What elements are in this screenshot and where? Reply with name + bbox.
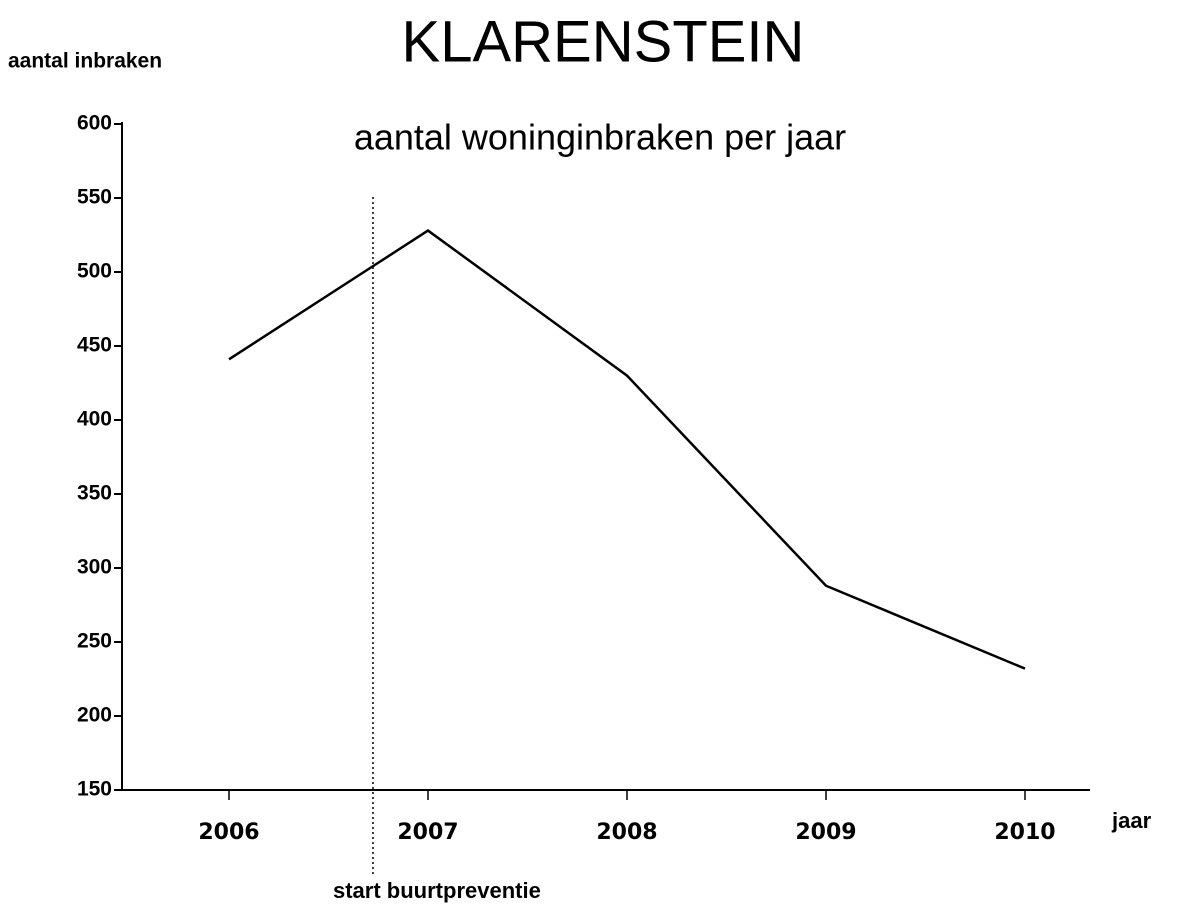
x-tick-label: 2010 [994,820,1055,845]
y-tick-label: 150 [77,778,112,801]
x-tick-label: 2009 [795,820,856,845]
x-tick-label: 2007 [397,820,458,845]
x-tick-label: 2008 [596,820,657,845]
annotation-label: start buurtpreventie [333,878,541,903]
y-axis-label: aantal inbraken [8,50,162,73]
chart-title: KLARENSTEIN [402,9,805,74]
y-tick-label: 600 [77,112,112,135]
y-tick-label: 350 [77,482,112,505]
y-tick-label: 450 [77,334,112,357]
data-line [228,229,1026,670]
y-tick-label: 500 [77,260,112,283]
y-tick-label: 250 [77,630,112,653]
y-tick-label: 300 [77,556,112,579]
chart-subtitle: aantal woninginbraken per jaar [354,117,846,158]
y-tick-label: 200 [77,704,112,727]
y-tick-label: 550 [77,186,112,209]
x-tick-label: 2006 [198,820,259,845]
x-axis-label: jaar [1111,808,1152,833]
y-tick-label: 400 [77,408,112,431]
